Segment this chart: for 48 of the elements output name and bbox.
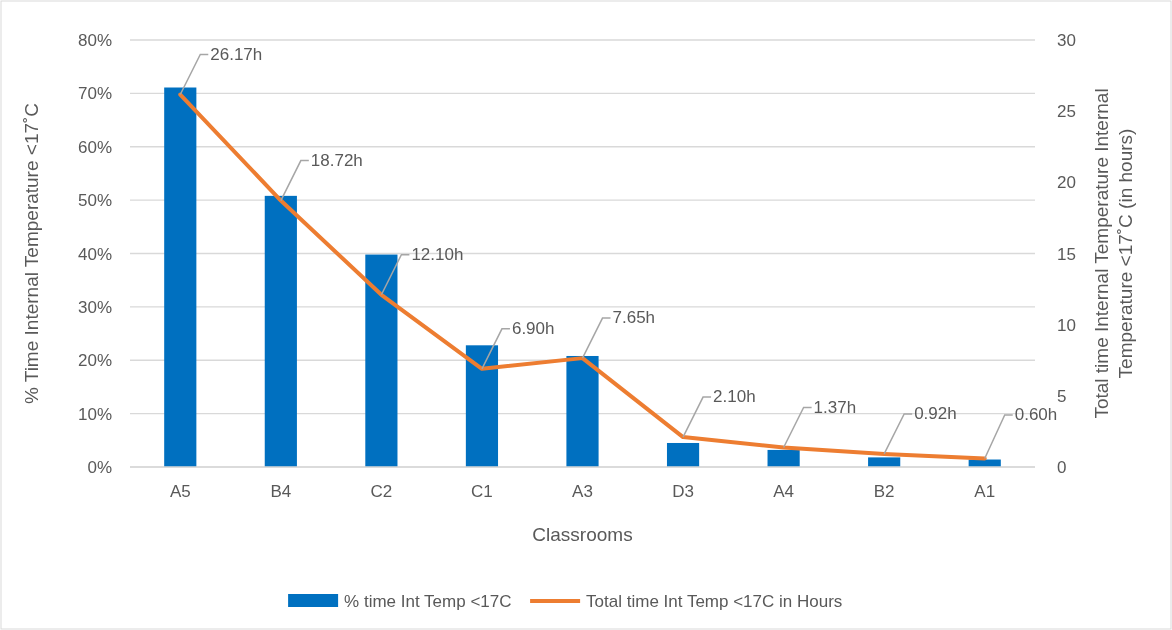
- y2-tick-label: 20: [1057, 173, 1076, 193]
- y2-tick-label: 10: [1057, 315, 1076, 335]
- data-label: 6.90h: [511, 318, 555, 338]
- data-label: 1.37h: [813, 397, 857, 417]
- x-tick-label: B2: [873, 482, 895, 501]
- y2-tick-label: 15: [1057, 244, 1076, 264]
- x-tick-label: B4: [270, 482, 292, 501]
- x-tick-label: A4: [773, 482, 795, 501]
- line-series: [178, 92, 987, 461]
- x-tick-label: A1: [974, 482, 996, 501]
- y-tick-label: 40%: [77, 244, 112, 264]
- x-tick-label: D3: [672, 482, 694, 501]
- bar: [868, 457, 901, 467]
- data-label: 0.92h: [914, 403, 957, 423]
- legend-label: Total time Int Temp <17C in Hours: [586, 592, 843, 611]
- y-axis-title: % Time Internal Temperature <17˚C: [21, 102, 42, 405]
- data-label: 7.65h: [612, 308, 656, 328]
- data-label: 2.10h: [713, 387, 756, 407]
- x-tick-label: C2: [370, 482, 393, 501]
- y-tick-label: 50%: [77, 191, 112, 211]
- bar: [465, 345, 499, 467]
- x-tick-label: A5: [169, 482, 191, 501]
- bar: [566, 355, 599, 467]
- bar: [666, 442, 700, 467]
- y2-tick-label: 0: [1057, 458, 1067, 477]
- y2-tick-label: 30: [1057, 31, 1076, 50]
- y-tick-label: 70%: [77, 84, 112, 104]
- y2-tick-label: 25: [1057, 102, 1076, 122]
- y2-axis-title: Total time Internal Temperature Internal Temperature <17˚C (in hours): [1091, 88, 1136, 419]
- y-tick-label: 20%: [77, 351, 112, 371]
- legend-label: % time Int Temp <17C: [344, 592, 512, 611]
- data-label: 0.60h: [1014, 405, 1058, 424]
- y-tick-label: 30%: [77, 297, 112, 317]
- data-label: 26.17h: [210, 44, 263, 64]
- y-tick-label: 10%: [77, 404, 112, 424]
- y-tick-label: 0%: [87, 458, 112, 477]
- data-label: 12.10h: [411, 244, 464, 264]
- bar: [365, 254, 398, 467]
- data-label: 18.72h: [310, 150, 363, 170]
- bar: [164, 87, 197, 467]
- x-tick-label: C1: [471, 482, 493, 501]
- bar: [264, 195, 297, 467]
- y-tick-label: 80%: [77, 31, 112, 50]
- bar: [767, 449, 800, 467]
- y-tick-label: 60%: [77, 137, 112, 157]
- y2-tick-label: 5: [1057, 386, 1067, 406]
- x-tick-label: A3: [572, 482, 593, 501]
- x-axis-title: Classrooms: [532, 524, 633, 545]
